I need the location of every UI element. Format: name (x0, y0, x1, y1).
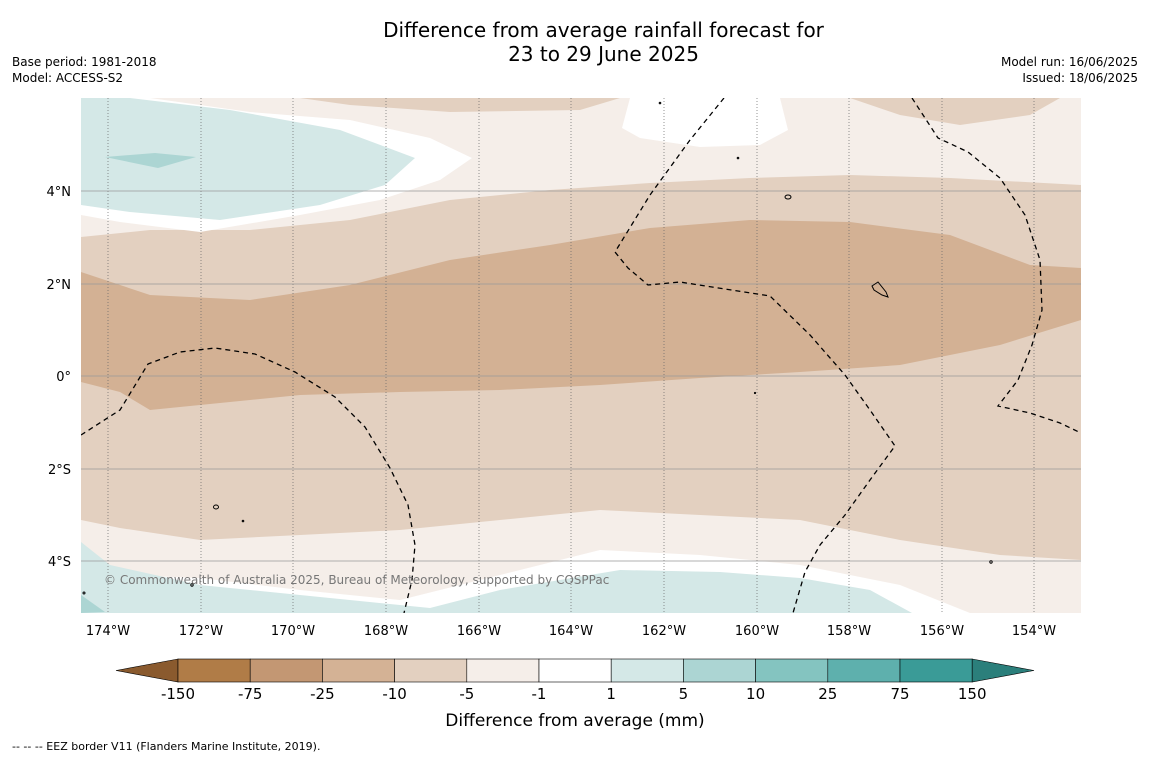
lon-tick-label: 172°W (179, 624, 223, 639)
lat-axis: 4°N 2°N 0° 2°S 4°S (47, 185, 72, 570)
colorbar-tick-label: 150 (958, 685, 987, 703)
colorbar-tick-label: 5 (679, 685, 689, 703)
island-6 (989, 560, 993, 564)
colorbar-extend-high (971, 658, 1035, 683)
eez-border-right (911, 98, 1081, 434)
gridlines (81, 98, 1081, 613)
island-2 (871, 281, 889, 298)
lon-tick-label: 154°W (1012, 624, 1056, 639)
colorbar-segment (322, 658, 395, 683)
colorbar-ticks: -150 -75 -25 -10 -5 -1 1 5 10 25 75 150 (161, 685, 987, 703)
colorbar-extend-low (115, 658, 179, 683)
colorbar-segment (538, 658, 612, 683)
meta-left: Base period: 1981-2018 Model: ACCESS-S2 (12, 54, 157, 86)
issued-text: Issued: 18/06/2025 (1022, 71, 1138, 85)
patch-upper-left-lt-teal (81, 98, 415, 220)
colorbar-segment (177, 658, 251, 683)
lon-axis: 174°W 172°W 170°W 168°W 166°W 164°W 162°… (86, 624, 1056, 639)
colorbar-segment (827, 658, 901, 683)
colorbar-tick-label: -1 (532, 685, 547, 703)
eez-border-center (614, 98, 896, 613)
colorbar-tick-label: 75 (890, 685, 909, 703)
colorbar-tick-label: 1 (606, 685, 616, 703)
band-mid-brown (81, 220, 1081, 410)
lon-tick-label: 174°W (86, 624, 130, 639)
lon-tick-label: 166°W (457, 624, 501, 639)
colorbar-tick-label: 25 (818, 685, 837, 703)
lat-tick-label: 2°S (48, 463, 71, 478)
lon-tick-label: 168°W (364, 624, 408, 639)
map-title: Difference from average rainfall forecas… (0, 18, 1150, 66)
colorbar-tick-label: -75 (238, 685, 263, 703)
island-4 (241, 519, 245, 523)
patch-lower-lt-teal (81, 542, 912, 613)
lon-tick-label: 162°W (642, 624, 686, 639)
lon-tick-label: 156°W (920, 624, 964, 639)
island-3 (213, 504, 219, 510)
island-10 (82, 591, 86, 595)
colorbar-segment (610, 658, 684, 683)
eez-borders (81, 98, 1081, 613)
colorbar-segment (755, 658, 829, 683)
lon-tick-label: 160°W (735, 624, 779, 639)
colorbar-segment (394, 658, 468, 683)
colorbar-tick-label: 10 (746, 685, 765, 703)
meta-right: Model run: 16/06/2025 Issued: 18/06/2025 (1001, 54, 1138, 86)
lat-tick-label: 2°N (47, 278, 72, 293)
colorbar-segment (249, 658, 323, 683)
lat-tick-label: 0° (56, 370, 71, 385)
lon-tick-label: 164°W (549, 624, 593, 639)
title-line-1: Difference from average rainfall forecas… (383, 18, 824, 42)
colorbar-tick-label: -150 (161, 685, 195, 703)
colorbar-tick-label: -5 (459, 685, 474, 703)
colorbar-segment (683, 658, 756, 683)
colorbar-tick-label: -25 (310, 685, 335, 703)
colorbar-label: Difference from average (mm) (445, 711, 704, 731)
patch-upper-right-tan (850, 98, 1060, 125)
copyright-text: © Commonwealth of Australia 2025, Bureau… (104, 573, 609, 587)
colorbar-tick-label: -10 (382, 685, 407, 703)
island-5 (190, 583, 194, 587)
island-1 (784, 194, 792, 200)
colorbar-segment (466, 658, 540, 683)
lon-tick-label: 158°W (827, 624, 871, 639)
lon-tick-label: 170°W (271, 624, 315, 639)
base-period-text: Base period: 1981-2018 (12, 55, 157, 69)
map-area: © Commonwealth of Australia 2025, Bureau… (81, 98, 1081, 613)
lat-tick-label: 4°N (47, 185, 72, 200)
island-9 (753, 391, 757, 395)
title-line-2: 23 to 29 June 2025 (508, 42, 699, 66)
island-7 (736, 156, 740, 160)
island-8 (658, 101, 662, 105)
patch-lower-teal (81, 595, 105, 613)
patch-upper-tan (300, 98, 620, 112)
model-run-text: Model run: 16/06/2025 (1000, 55, 1138, 69)
patch-upper-left-teal (105, 153, 196, 168)
lat-tick-label: 4°S (48, 555, 71, 570)
colorbar (115, 658, 1035, 683)
islands (82, 101, 993, 595)
eez-footnote: -- -- -- EEZ border V11 (Flanders Marine… (12, 740, 321, 753)
model-text: Model: ACCESS-S2 (12, 71, 124, 85)
colorbar-segment (899, 658, 973, 683)
